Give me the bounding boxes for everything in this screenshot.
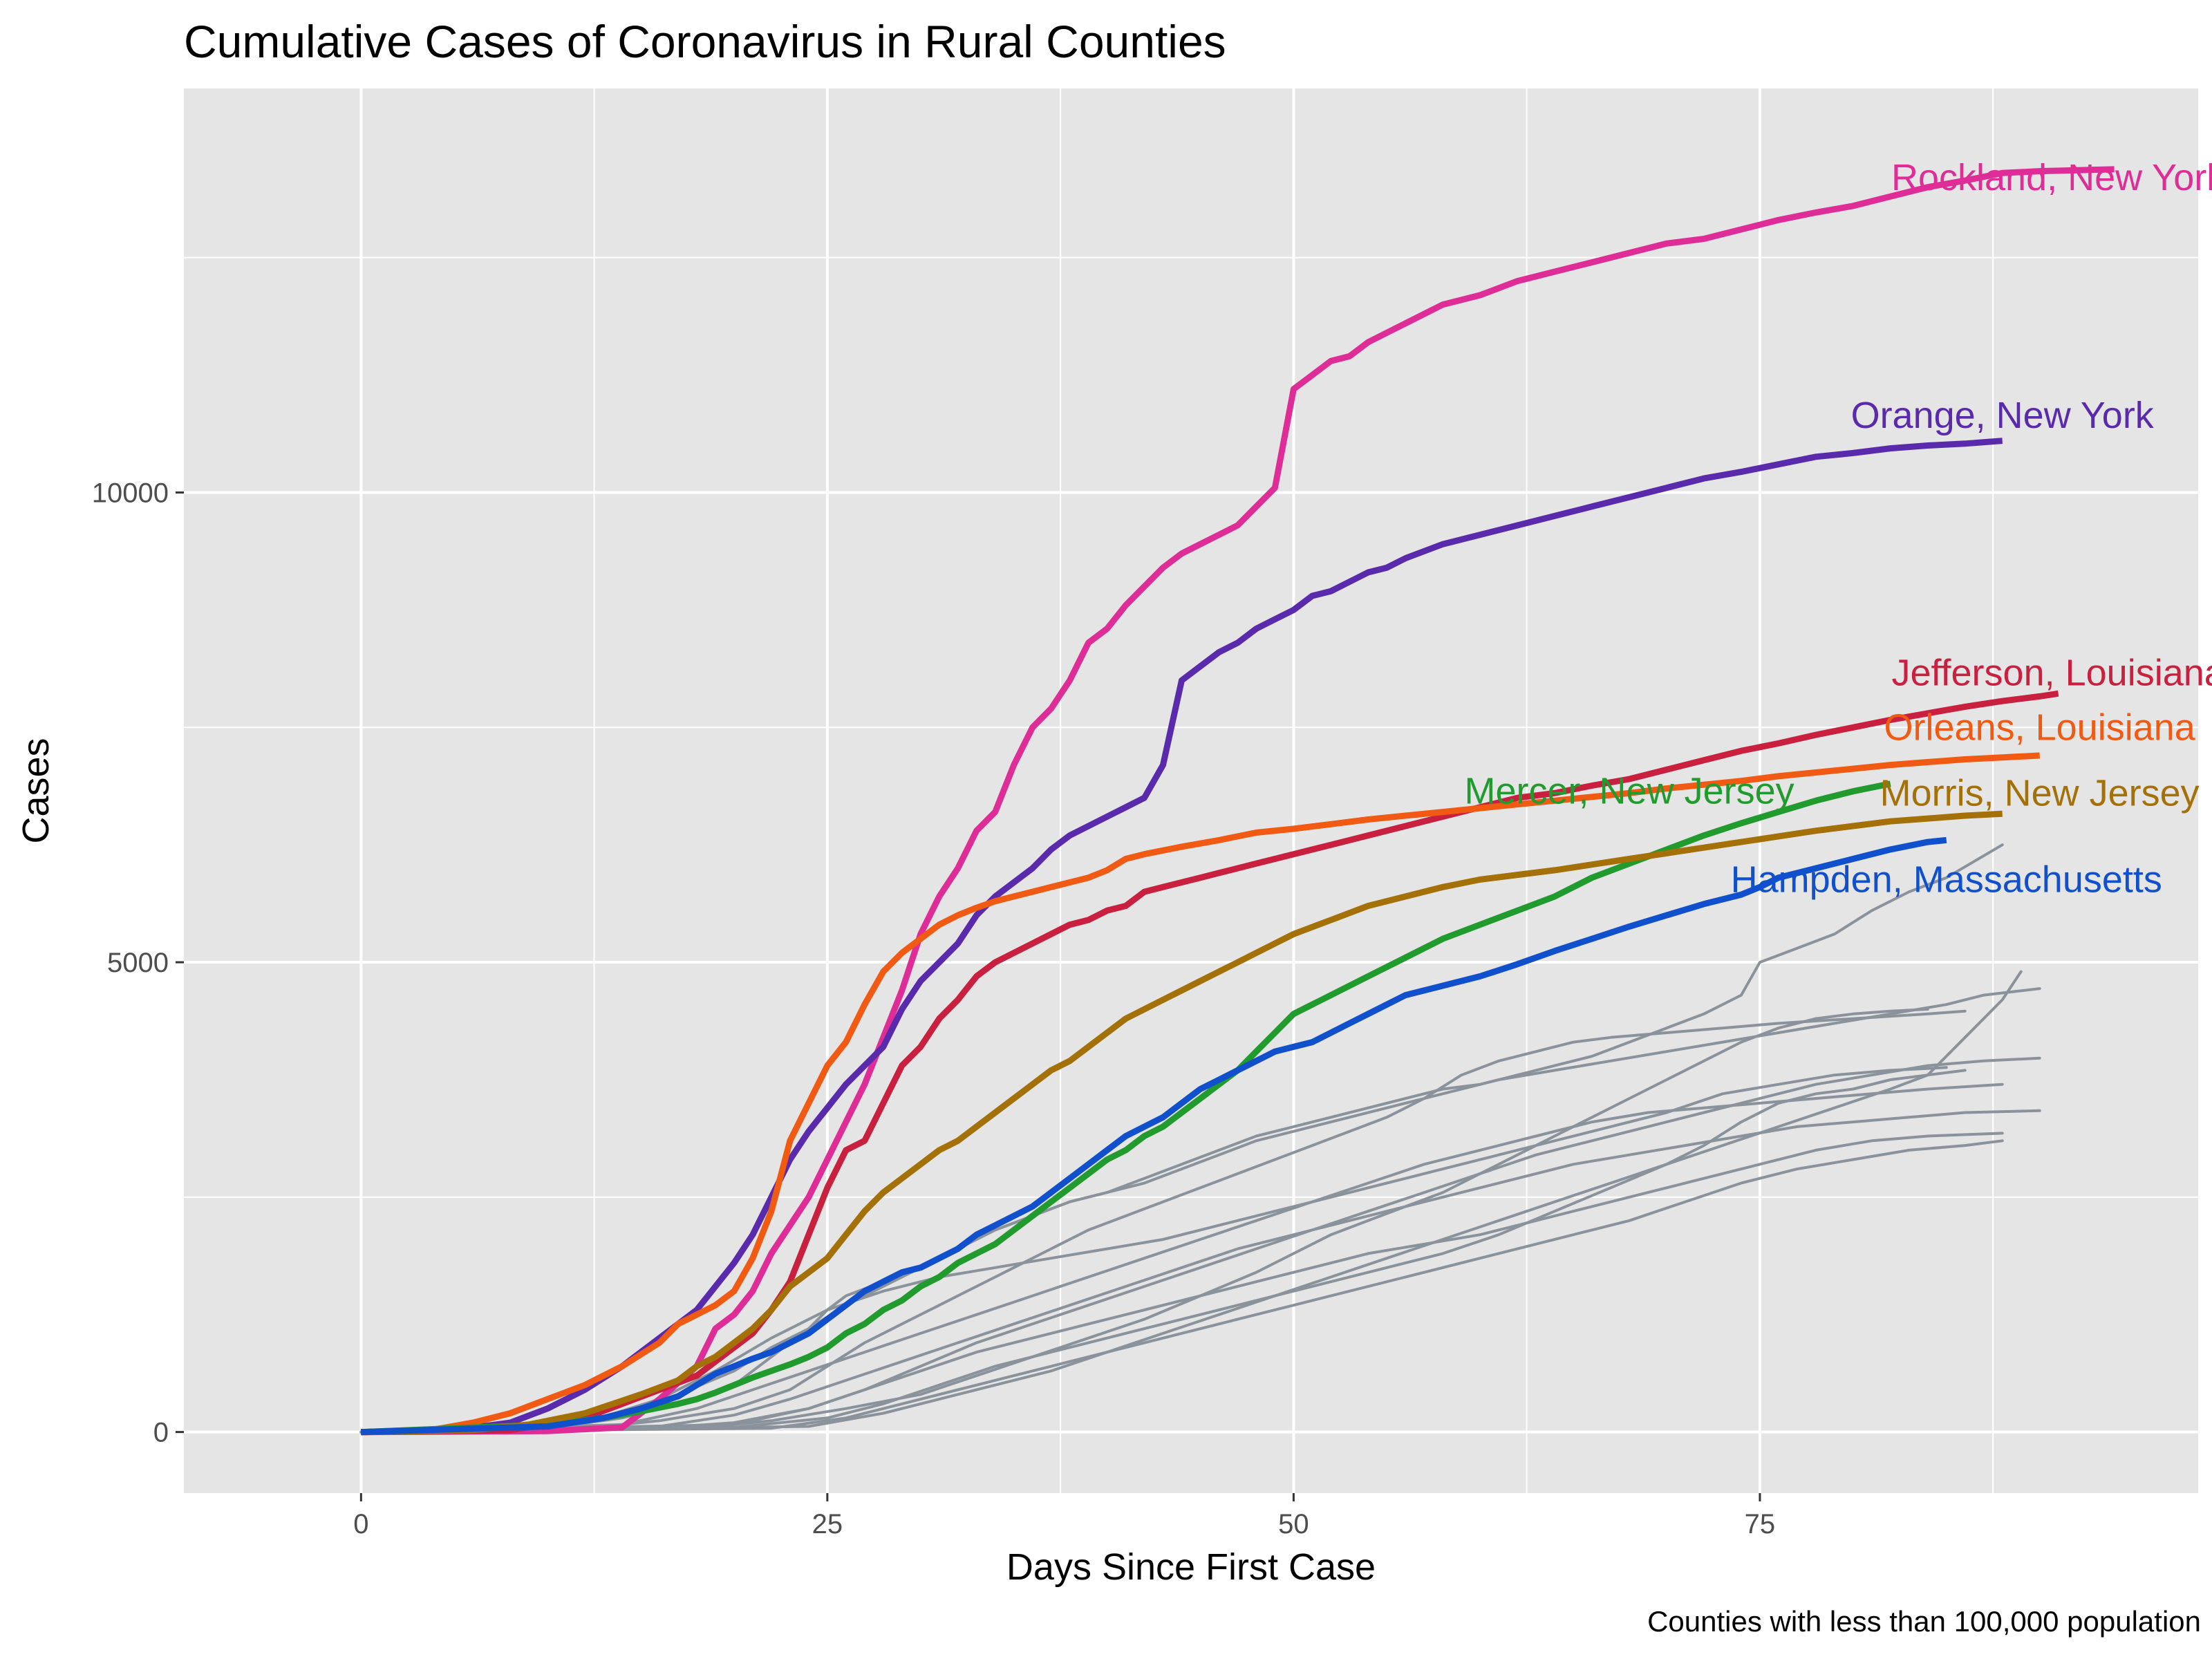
- x-tick-label: 75: [1745, 1509, 1776, 1539]
- background-series-line: [359, 1069, 1967, 1434]
- series-label: Morris, New Jersey: [1880, 772, 2200, 814]
- background-series-line: [359, 1139, 2004, 1434]
- background-series-line: [359, 843, 2004, 1434]
- y-axis-title: Cases: [15, 738, 57, 843]
- y-tick-label: 0: [153, 1418, 169, 1448]
- axis-ticks-layer: 0 25 50 75 0 5000 10000: [92, 478, 1775, 1539]
- series-label: Orleans, Louisiana: [1884, 706, 2196, 748]
- x-axis-title: Days Since First Case: [1006, 1546, 1376, 1588]
- series-line: [361, 810, 2003, 1436]
- y-tick-label: 10000: [92, 478, 169, 508]
- chart-caption: Counties with less than 100,000 populati…: [1647, 1605, 2201, 1638]
- background-series-line: [359, 1109, 2041, 1434]
- highlighted-series-layer: [361, 166, 2115, 1436]
- background-series-line: [359, 1009, 1967, 1434]
- series-label: Hampden, Massachusetts: [1731, 859, 2162, 900]
- series-label: Orange, New York: [1851, 395, 2155, 436]
- series-line: [361, 752, 2040, 1436]
- background-series-line: [359, 1066, 1948, 1434]
- series-line: [361, 836, 1947, 1436]
- background-series-line: [359, 970, 2023, 1434]
- background-series-line: [359, 1082, 2004, 1434]
- background-series-layer: [359, 843, 2041, 1434]
- background-series-line: [359, 1132, 2004, 1434]
- chart-title: Cumulative Cases of Coronavirus in Rural…: [184, 16, 1226, 67]
- series-label: Mercer, New Jersey: [1465, 771, 1794, 812]
- grid-layer: [184, 88, 2198, 1493]
- x-tick-label: 25: [812, 1509, 843, 1539]
- series-label: Rockland, New York: [1891, 157, 2212, 198]
- series-line: [361, 780, 1891, 1436]
- y-tick-label: 5000: [107, 948, 169, 978]
- series-labels-layer: Rockland, New York Orange, New York Jeffer…: [1465, 157, 2212, 900]
- series-line: [361, 438, 2003, 1436]
- x-tick-label: 0: [353, 1509, 368, 1539]
- series-label: Jefferson, Louisiana: [1891, 652, 2212, 693]
- series-line: [361, 166, 2115, 1436]
- x-tick-label: 50: [1278, 1509, 1309, 1539]
